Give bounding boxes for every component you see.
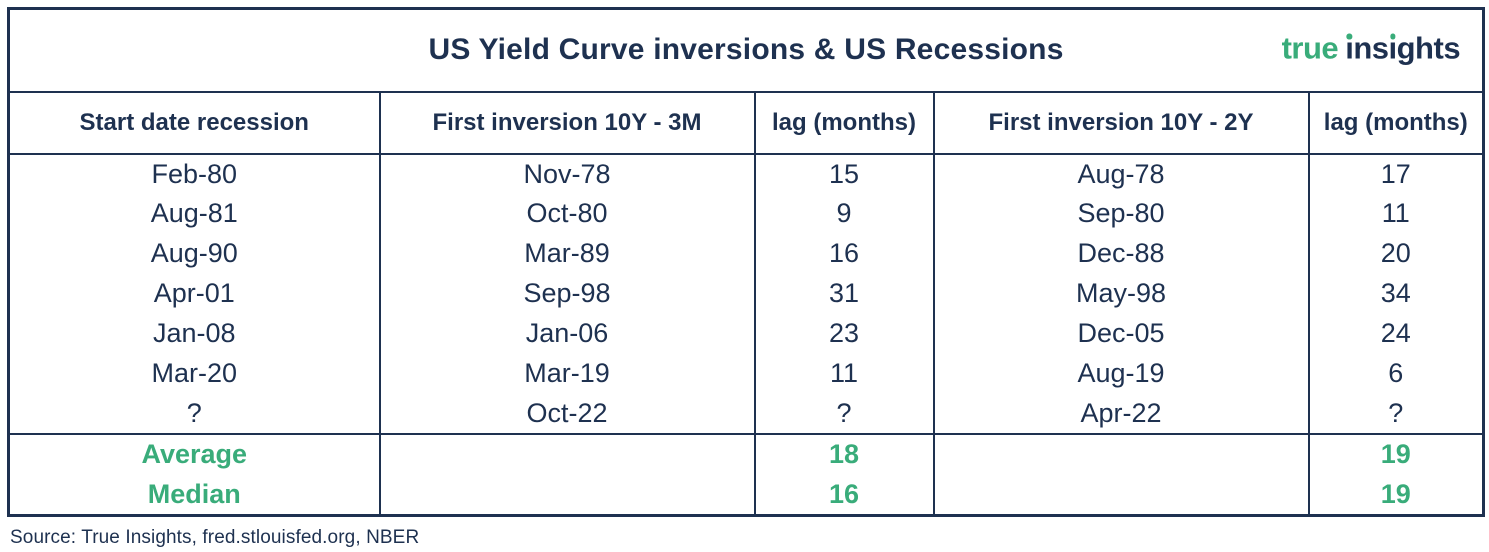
table-cell: ? <box>753 393 935 434</box>
table-cell: 34 <box>1307 273 1485 314</box>
logo-word-true: true <box>1281 30 1339 66</box>
col-header-lag-months-3m: lag (months) <box>753 90 935 155</box>
table-cell: Aug-19 <box>932 353 1310 394</box>
table-cell: 11 <box>753 353 935 394</box>
title-row: US Yield Curve inversions & US Recession… <box>8 8 1484 93</box>
table-cell: 16 <box>753 233 935 274</box>
table-cell: 20 <box>1307 233 1485 274</box>
table-cell: Mar-20 <box>7 353 381 394</box>
logo-word-insights: ı nsı ghts <box>1345 30 1461 66</box>
source-caption: Source: True Insights, fred.stlouisfed.o… <box>10 527 420 548</box>
table-row: Aug-90 Mar-89 16 Dec-88 20 <box>7 233 1485 274</box>
average-lag-2y: 19 <box>1307 432 1485 475</box>
table-cell: Apr-01 <box>7 273 381 314</box>
table-cell: 24 <box>1307 313 1485 354</box>
table-cell <box>378 432 756 475</box>
table-cell: Jan-08 <box>7 313 381 354</box>
table-cell: Mar-89 <box>378 233 756 274</box>
page-title: US Yield Curve inversions & US Recession… <box>428 33 1064 67</box>
median-label: Median <box>7 474 381 516</box>
table-cell: 9 <box>753 193 935 234</box>
table-cell: Jan-06 <box>378 313 756 354</box>
table-row: ? Oct-22 ? Apr-22 ? <box>7 393 1485 434</box>
yield-curve-table: US Yield Curve inversions & US Recession… <box>7 7 1486 517</box>
header-row: Start date recession First inversion 10Y… <box>7 90 1485 155</box>
median-lag-3m: 16 <box>753 474 935 516</box>
true-insights-logo: true ı nsı ghts <box>1281 30 1461 67</box>
table-cell: 15 <box>753 153 935 194</box>
table-cell: Sep-98 <box>378 273 756 314</box>
table-cell: Aug-90 <box>7 233 381 274</box>
col-header-first-inversion-10y-2y: First inversion 10Y - 2Y <box>932 90 1310 155</box>
average-label: Average <box>7 432 381 475</box>
table-row: Apr-01 Sep-98 31 May-98 34 <box>7 273 1485 314</box>
table-cell: Aug-78 <box>932 153 1310 194</box>
table-cell: ? <box>1307 393 1485 434</box>
table-row: Aug-81 Oct-80 9 Sep-80 11 <box>7 193 1485 234</box>
title-cell: US Yield Curve inversions & US Recession… <box>8 8 1484 93</box>
table-cell: May-98 <box>932 273 1310 314</box>
table-cell: 6 <box>1307 353 1485 394</box>
table-row: Jan-08 Jan-06 23 Dec-05 24 <box>7 313 1485 354</box>
table-cell: Oct-80 <box>378 193 756 234</box>
table-cell: Nov-78 <box>378 153 756 194</box>
table-cell <box>932 474 1310 516</box>
table-cell: Sep-80 <box>932 193 1310 234</box>
table-row: Mar-20 Mar-19 11 Aug-19 6 <box>7 353 1485 394</box>
table-row: Feb-80 Nov-78 15 Aug-78 17 <box>7 153 1485 194</box>
table-cell <box>932 432 1310 475</box>
table-cell: 31 <box>753 273 935 314</box>
table-cell: Mar-19 <box>378 353 756 394</box>
inversions-recessions-table: US Yield Curve inversions & US Recession… <box>7 7 1486 517</box>
col-header-first-inversion-10y-3m: First inversion 10Y - 3M <box>378 90 756 155</box>
col-header-lag-months-2y: lag (months) <box>1307 90 1485 155</box>
col-header-start-date-recession: Start date recession <box>7 90 381 155</box>
median-row: Median 16 19 <box>7 474 1485 516</box>
table-cell: ? <box>7 393 381 434</box>
median-lag-2y: 19 <box>1307 474 1485 516</box>
table-cell: Feb-80 <box>7 153 381 194</box>
table-cell: Apr-22 <box>932 393 1310 434</box>
table-cell: 23 <box>753 313 935 354</box>
average-lag-3m: 18 <box>753 432 935 475</box>
table-cell: Aug-81 <box>7 193 381 234</box>
table-cell: Dec-88 <box>932 233 1310 274</box>
table-cell: 17 <box>1307 153 1485 194</box>
table-cell: Oct-22 <box>378 393 756 434</box>
table-cell: 11 <box>1307 193 1485 234</box>
table-cell: Dec-05 <box>932 313 1310 354</box>
table-cell <box>378 474 756 516</box>
average-row: Average 18 19 <box>7 432 1485 475</box>
